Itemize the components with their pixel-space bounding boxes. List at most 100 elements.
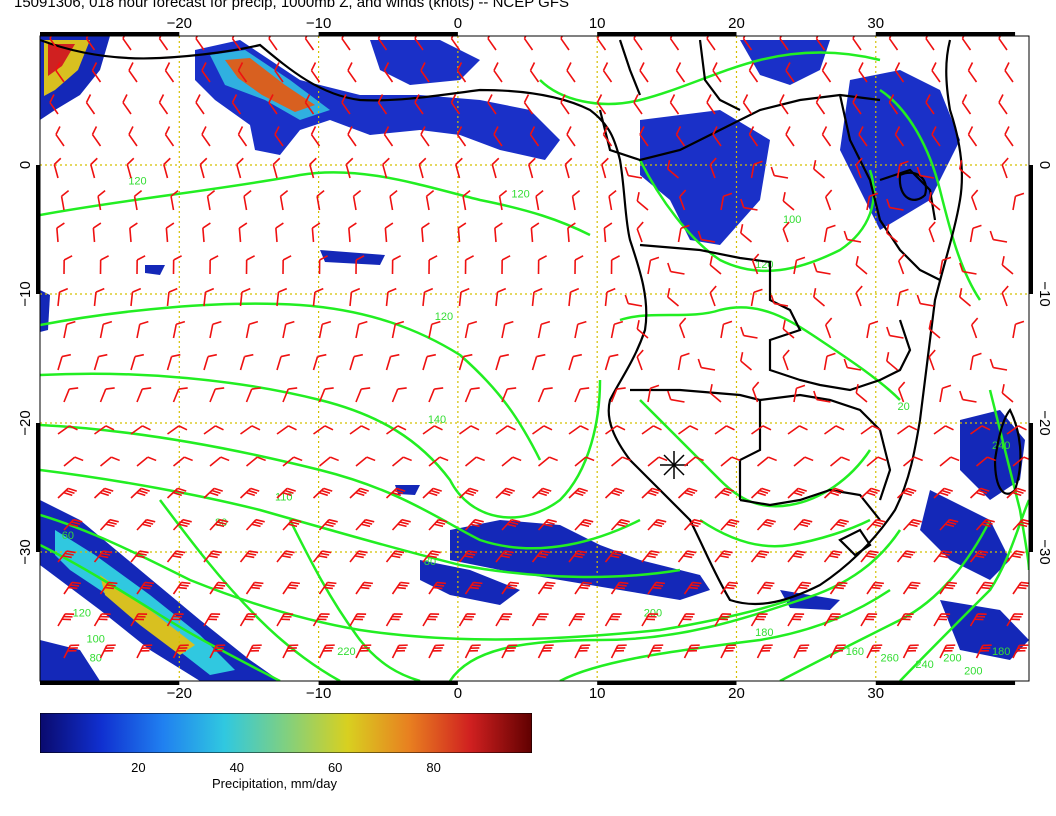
wind-barb	[967, 62, 978, 83]
contour-line	[899, 499, 1029, 681]
wind-barb	[1001, 285, 1009, 307]
wind-barb	[531, 613, 549, 627]
wind-barb	[355, 320, 368, 339]
wind-barb	[902, 518, 922, 531]
wind-barb	[969, 550, 989, 563]
contour-label: 120	[435, 311, 453, 323]
wind-barb	[677, 352, 690, 371]
wind-barb	[860, 550, 879, 563]
precip-core-sw	[55, 530, 235, 675]
wind-barb	[815, 94, 826, 115]
wind-barb	[166, 353, 181, 371]
wind-barb	[939, 518, 959, 531]
wind-barb	[975, 581, 994, 595]
lat-tick-label-right: −10	[1036, 281, 1053, 306]
wind-barb	[633, 94, 643, 115]
wind-barb	[209, 387, 225, 403]
wind-barb	[206, 189, 216, 211]
wind-barb	[697, 230, 716, 243]
wind-barb	[455, 157, 463, 179]
wind-barb	[355, 387, 371, 403]
wind-barb	[740, 326, 758, 339]
wind-barb	[501, 320, 514, 339]
wind-barb	[53, 157, 62, 179]
wind-barb	[712, 62, 722, 83]
wind-barb	[896, 160, 909, 179]
wind-barb	[458, 550, 478, 563]
station-marker	[660, 451, 688, 479]
wind-barb	[236, 157, 244, 179]
wind-barb	[428, 581, 446, 595]
wind-barb	[428, 456, 449, 467]
wind-barb	[313, 425, 334, 435]
frame-bar-bottom	[597, 681, 737, 685]
wind-barb	[604, 353, 619, 371]
wind-barb	[574, 387, 590, 403]
wind-barb	[136, 456, 157, 467]
wind-barb	[391, 456, 412, 467]
wind-barb	[683, 518, 703, 531]
lat-tick-label-right: 0	[1036, 161, 1053, 169]
wind-barb	[90, 157, 98, 179]
wind-barb	[531, 353, 546, 371]
wind-barb	[163, 157, 171, 179]
wind-barb	[750, 487, 771, 499]
wind-barb	[385, 487, 406, 499]
contour-label: 180	[992, 646, 1010, 658]
wind-barb	[709, 384, 722, 403]
wind-barb	[268, 36, 278, 51]
wind-barb	[1004, 126, 1014, 147]
wind-barb	[422, 425, 443, 435]
wind-barb	[312, 353, 327, 371]
wind-barb	[939, 456, 960, 467]
colorbar-tick-label: 80	[426, 760, 441, 775]
wind-barb	[391, 644, 408, 659]
wind-barb	[164, 126, 175, 147]
wind-barb	[604, 613, 622, 627]
wind-barb	[209, 320, 222, 339]
precip-region-southatlantic	[450, 520, 710, 600]
lon-tick-label-top: 0	[454, 15, 462, 32]
wind-barb	[341, 36, 351, 51]
wind-barb	[418, 157, 427, 179]
wind-barb	[464, 644, 481, 659]
wind-barb	[1001, 384, 1014, 403]
lon-tick-label-bottom: −10	[306, 685, 331, 702]
wind-barb	[793, 456, 814, 467]
wind-barb	[931, 62, 941, 83]
wind-barb	[928, 192, 941, 211]
wind-barb	[902, 581, 921, 595]
wind-barb	[1006, 425, 1027, 435]
wind-barb	[129, 222, 138, 243]
wind-barb	[1012, 456, 1029, 467]
wind-barb	[666, 160, 680, 179]
wind-barb	[274, 62, 284, 83]
wind-barb	[49, 36, 59, 51]
contour-label: 100	[87, 633, 105, 645]
wind-barb	[172, 387, 188, 403]
wind-barb	[751, 425, 772, 435]
wind-barb	[318, 518, 338, 531]
colorbar-title: Precipitation, mm/day	[212, 776, 337, 791]
wind-barb	[894, 126, 905, 147]
wind-barb	[537, 320, 551, 339]
wind-barb	[63, 320, 76, 339]
wind-barb	[596, 94, 607, 115]
wind-barb	[318, 644, 335, 659]
wind-barb	[487, 36, 497, 51]
wind-barb	[237, 62, 248, 83]
wind-barb	[1001, 256, 1014, 275]
wind-barb	[55, 62, 65, 83]
wind-barb	[531, 550, 551, 563]
wind-barb	[203, 487, 223, 499]
wind-barb	[199, 157, 208, 179]
wind-barb	[231, 94, 242, 115]
wind-barb	[391, 581, 410, 595]
lon-tick-label-bottom: 10	[589, 685, 606, 702]
wind-barb	[450, 94, 461, 115]
wind-barb	[793, 256, 806, 275]
wind-barb	[63, 644, 80, 659]
wind-barb	[712, 126, 722, 147]
wind-barb	[422, 353, 436, 371]
wind-barb	[669, 94, 680, 115]
